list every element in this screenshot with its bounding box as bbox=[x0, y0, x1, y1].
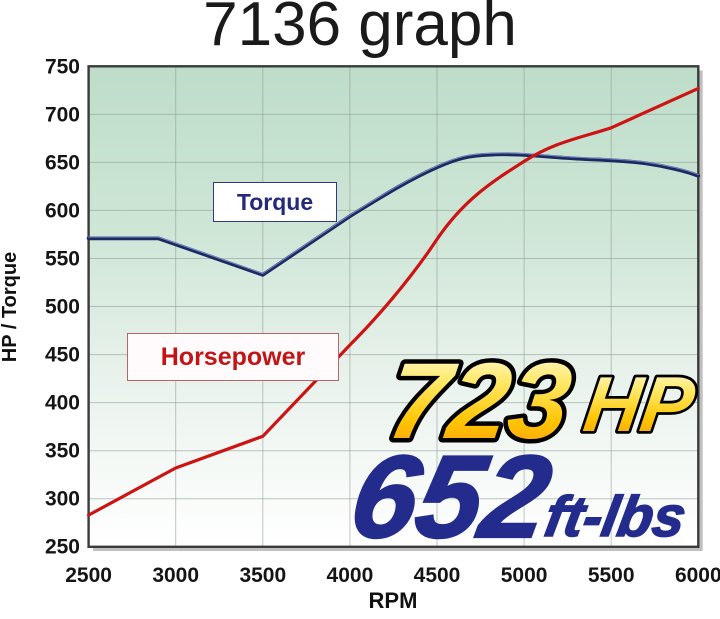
svg-text:3500: 3500 bbox=[239, 564, 286, 587]
svg-text:650: 650 bbox=[45, 152, 80, 175]
svg-text:5500: 5500 bbox=[588, 564, 635, 587]
svg-text:ft-lbs: ft-lbs bbox=[540, 485, 690, 549]
svg-text:700: 700 bbox=[45, 104, 80, 127]
svg-text:350: 350 bbox=[45, 440, 80, 463]
svg-text:250: 250 bbox=[45, 536, 80, 559]
svg-text:4000: 4000 bbox=[327, 564, 374, 587]
svg-text:3000: 3000 bbox=[152, 564, 199, 587]
svg-text:400: 400 bbox=[45, 392, 80, 415]
svg-text:4500: 4500 bbox=[414, 564, 461, 587]
svg-text:5000: 5000 bbox=[501, 564, 548, 587]
svg-text:300: 300 bbox=[45, 488, 80, 511]
svg-text:500: 500 bbox=[45, 296, 80, 319]
svg-text:HP / Torque: HP / Torque bbox=[0, 252, 21, 362]
svg-text:652: 652 bbox=[342, 431, 560, 562]
svg-text:HP: HP bbox=[579, 360, 700, 448]
svg-text:6000: 6000 bbox=[675, 564, 720, 587]
svg-text:450: 450 bbox=[45, 344, 80, 367]
svg-text:2500: 2500 bbox=[65, 564, 112, 587]
svg-text:550: 550 bbox=[45, 248, 80, 271]
svg-text:600: 600 bbox=[45, 200, 80, 223]
svg-text:RPM: RPM bbox=[369, 588, 418, 613]
